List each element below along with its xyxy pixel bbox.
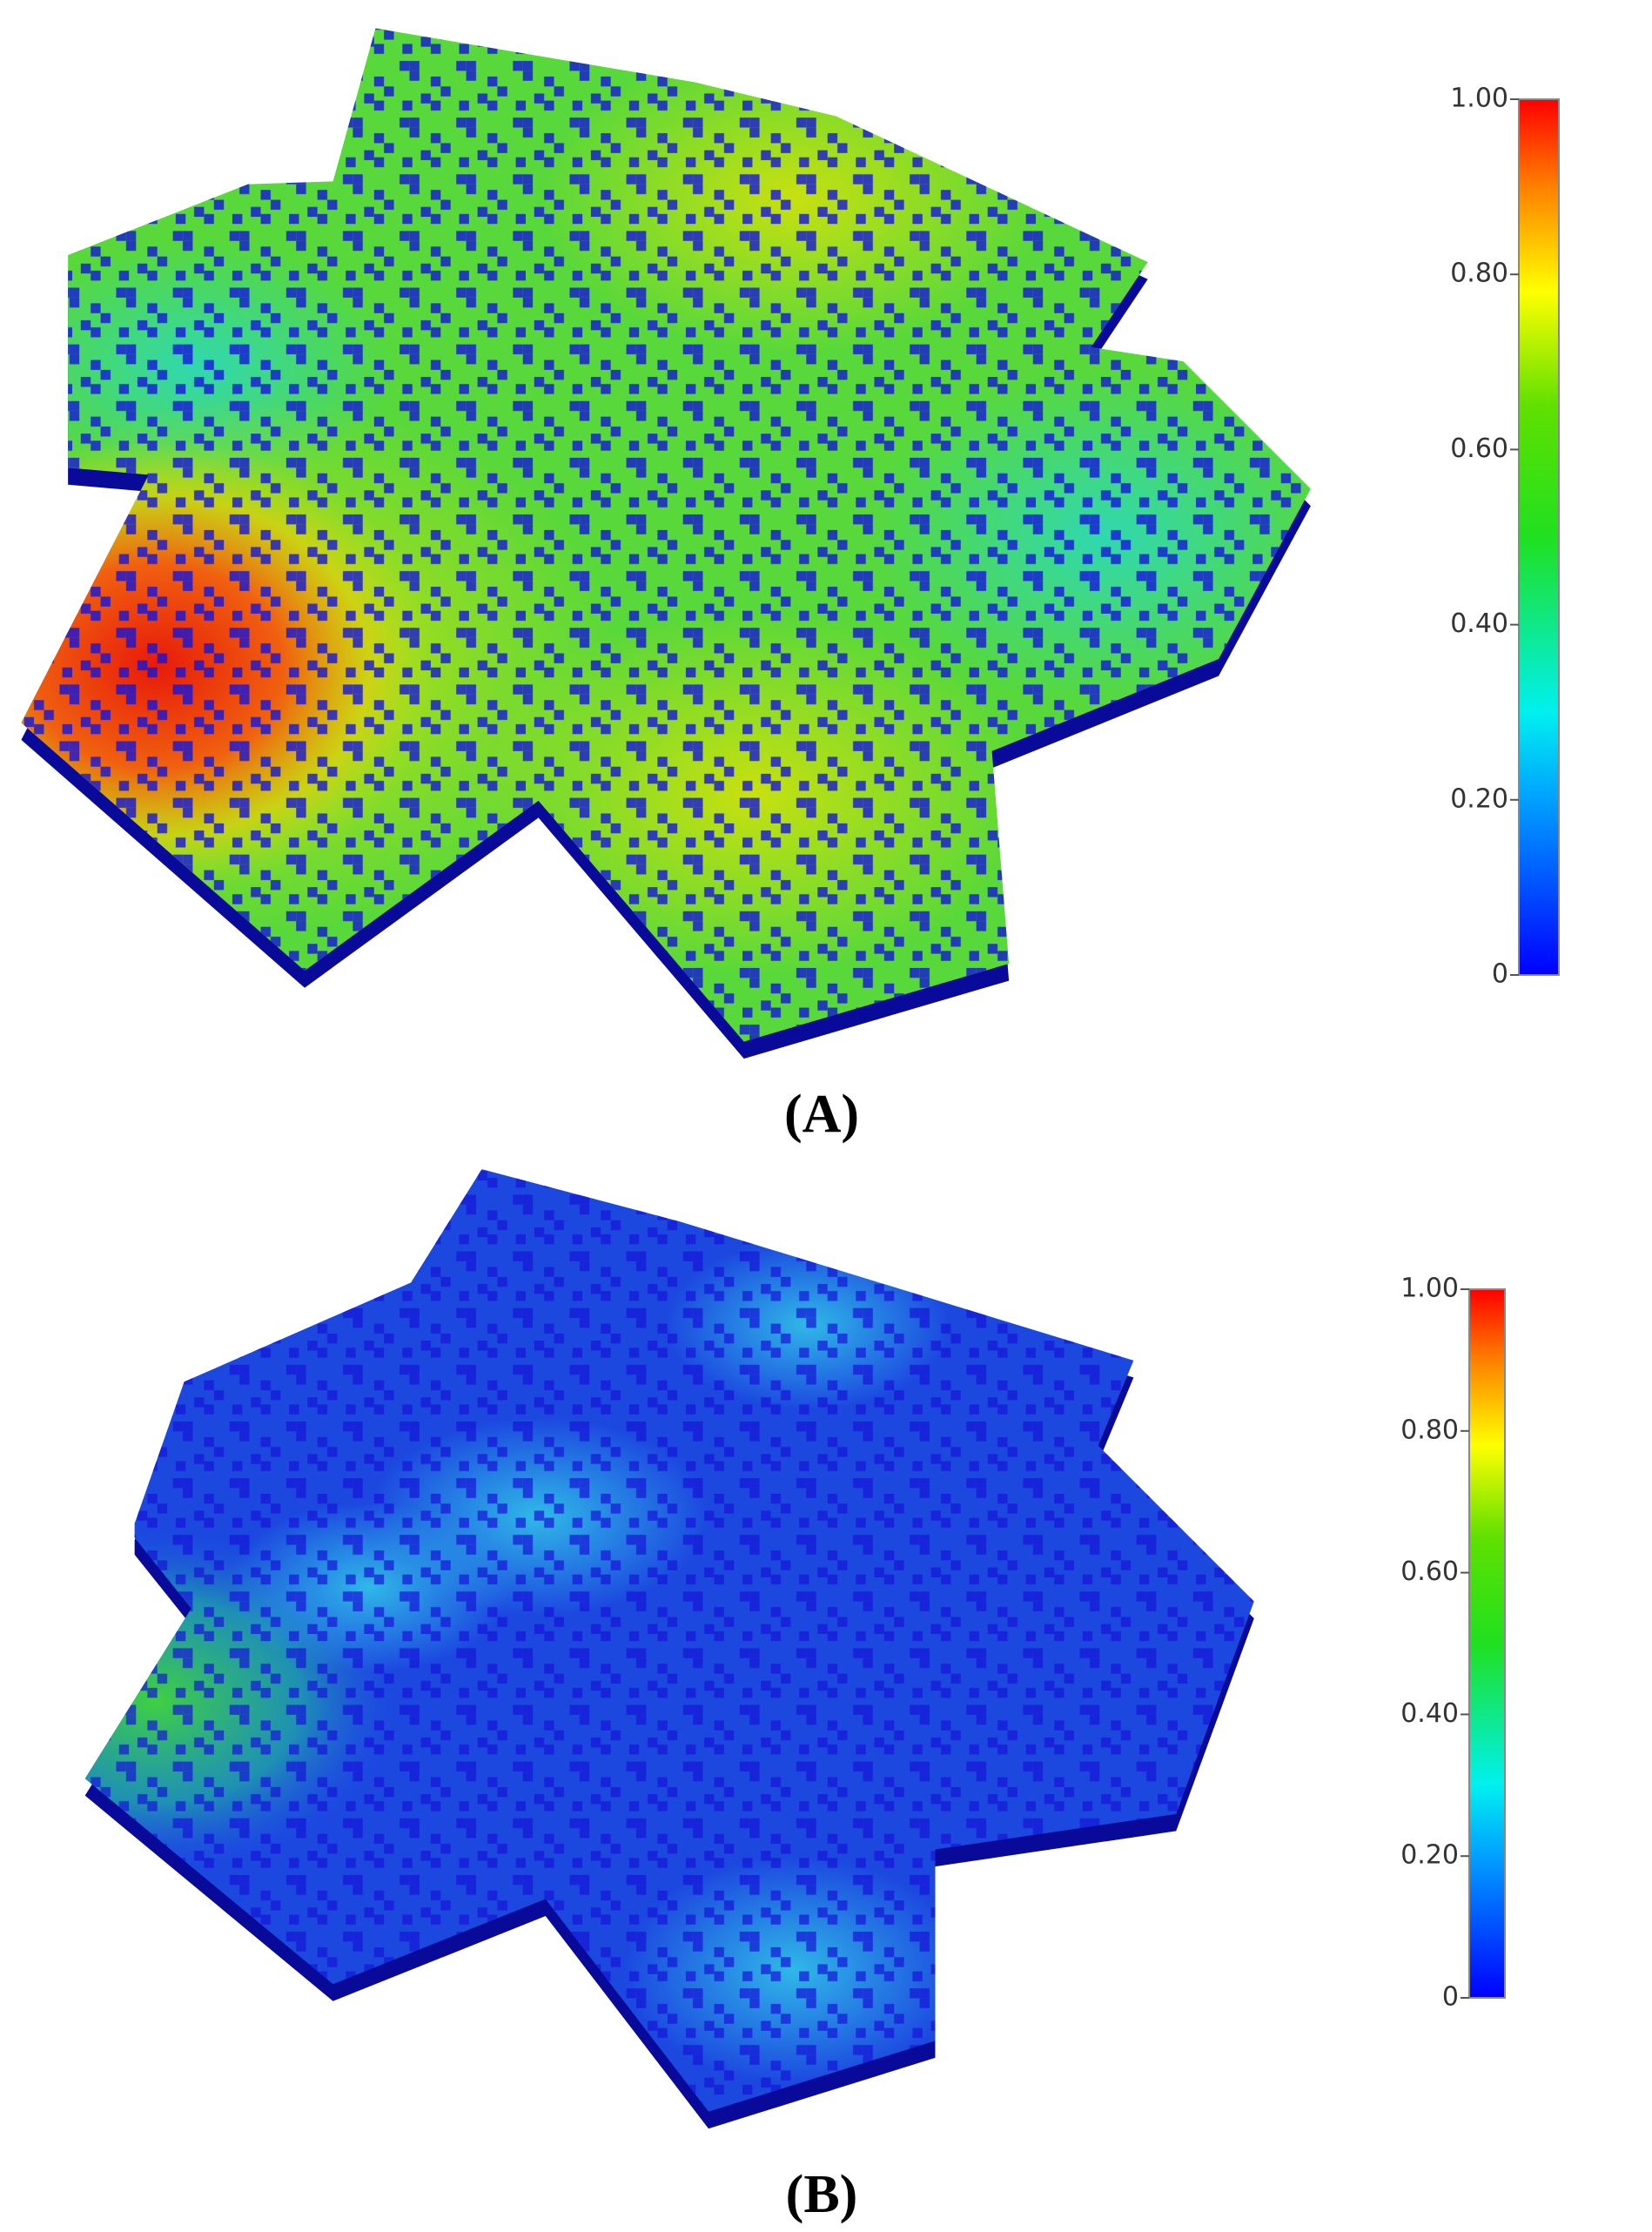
colorbar-tick-label: 1.00 (1450, 84, 1508, 114)
colorbar-tick-label: 0.60 (1400, 1556, 1459, 1587)
colorbar-tick-label: 1.00 (1400, 1274, 1459, 1304)
colorbar-tick-label: 0.80 (1400, 1415, 1459, 1445)
colorbar-tick-label: 0 (1492, 959, 1508, 990)
colorbar-tick-label: 0.40 (1400, 1698, 1459, 1729)
colorbar (1518, 98, 1560, 976)
colorbar-tick-label: 0.20 (1400, 1840, 1459, 1871)
colorbar-tick-label: 0.80 (1450, 259, 1508, 289)
colorbar-tick-label: 0.60 (1450, 434, 1508, 464)
render-b (84, 1169, 1254, 2129)
colorbar (1468, 1288, 1506, 1999)
panel-label: (A) (784, 1085, 859, 1144)
colorbar-tick-label: 0.40 (1450, 608, 1508, 639)
render-a (21, 28, 1311, 1059)
panel-label: (B) (786, 2165, 858, 2224)
colorbar-tick-label: 0 (1442, 1982, 1459, 2013)
colorbar-tick-label: 0.20 (1450, 783, 1508, 814)
